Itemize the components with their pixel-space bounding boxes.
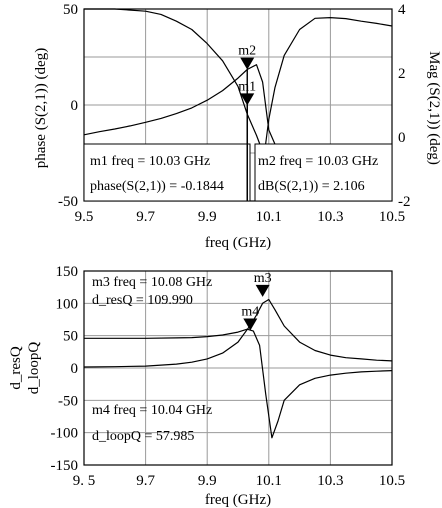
y-tick-label: -100 [51,426,79,442]
top-chart-y-ticks: 50 0 -50 [58,2,78,210]
bottom-chart-x-label: freq (GHz) [205,492,271,508]
marker-triangle [255,284,270,297]
bottom-chart-annotation-m3: m3 freq = 10.08 GHz d_resQ = 109.990 [92,275,212,308]
x-tick-label: 10.5 [379,473,405,489]
y-tick-label: 0 [71,98,79,114]
x-tick-label: 10.1 [256,209,282,225]
x-tick-label: 10.1 [256,473,282,489]
y-label-line: d_resQ [8,346,24,389]
top-chart-x-ticks: 9.5 9.7 9.9 10.1 10.3 10.5 [75,209,406,225]
annotation-line2: phase(S(2,1)) = -0.1844 [90,179,224,194]
x-tick-label: 9.7 [136,473,155,489]
y-tick-label: -50 [58,393,78,409]
annotation-box [254,143,393,202]
top-chart-y2-ticks: 4 2 0 -2 [398,2,411,210]
marker-triangle [240,57,255,70]
top-chart-annotation-m1: m1 freq = 10.03 GHz phase(S(2,1)) = -0.1… [83,143,251,202]
x-tick-label: 9.9 [198,209,217,225]
annotation-line1: m1 freq = 10.03 GHz [90,154,210,169]
x-tick-label: 9.9 [198,473,217,489]
y-label-line: d_loopQ [26,342,42,395]
annotation-box [83,143,251,202]
y2-tick-label: 0 [398,130,406,146]
top-chart-x-label: freq (GHz) [205,235,271,251]
top-chart: 9.5 9.7 9.9 10.1 10.3 10.5 50 0 -50 4 2 0 -2 freq … [33,2,442,251]
bottom-chart-markers: m3 m4 [241,271,272,331]
bottom-chart-annotation-m4: m4 freq = 10.04 GHz d_loopQ = 57.985 [92,403,212,444]
x-tick-label: 9.5 [75,209,94,225]
marker-label: m4 [241,305,259,320]
x-tick-label: 10.5 [379,209,405,225]
series-line-2 [84,328,393,439]
x-tick-label: 9. 5 [73,473,96,489]
bottom-chart-x-ticks: 9. 5 9.7 9.9 10.1 10.3 10.5 [73,473,405,489]
annotation-line2: dB(S(2,1)) = 2.106 [258,179,365,194]
y-tick-label: 150 [56,264,79,280]
y2-tick-label: 4 [398,2,406,18]
x-tick-label: 10.3 [317,209,343,225]
bottom-chart: 9. 5 9.7 9.9 10.1 10.3 10.5 150 100 50 0 -50 -100 -… [8,264,405,508]
y-tick-label: -50 [58,194,78,210]
y-tick-label: 50 [63,329,78,345]
annotation-line1: m4 freq = 10.04 GHz [92,403,212,418]
annotation-line1: m3 freq = 10.08 GHz [92,275,212,290]
marker-label: m3 [254,271,272,286]
marker-label: m2 [238,44,256,59]
bottom-chart-y-label: d_resQ d_loopQ [8,342,42,395]
bottom-chart-series [83,298,393,439]
y-tick-label: -150 [51,458,79,474]
annotation-line2: d_loopQ = 57.985 [92,429,194,444]
y-tick-label: 50 [63,2,78,18]
top-chart-y-label: phase (S(2,1)) (deg) [33,48,49,168]
annotation-line1: m2 freq = 10.03 GHz [258,154,378,169]
y2-tick-label: -2 [398,194,411,210]
series-line-1 [83,298,393,368]
top-chart-annotation-m2: m2 freq = 10.03 GHz dB(S(2,1)) = 2.106 [254,143,393,202]
annotation-line2: d_resQ = 109.990 [92,293,193,308]
bottom-chart-y-ticks: 150 100 50 0 -50 -100 -150 [51,264,79,474]
y-tick-label: 100 [56,296,79,312]
x-tick-label: 10.3 [317,473,343,489]
bottom-chart-frame [83,270,393,466]
top-chart-y2-label: Mag (S(2,1)) (deg) [426,51,442,165]
y-tick-label: 0 [71,361,79,377]
marker-triangle [243,318,258,331]
y2-tick-label: 2 [398,66,406,82]
x-tick-label: 9.7 [136,209,155,225]
